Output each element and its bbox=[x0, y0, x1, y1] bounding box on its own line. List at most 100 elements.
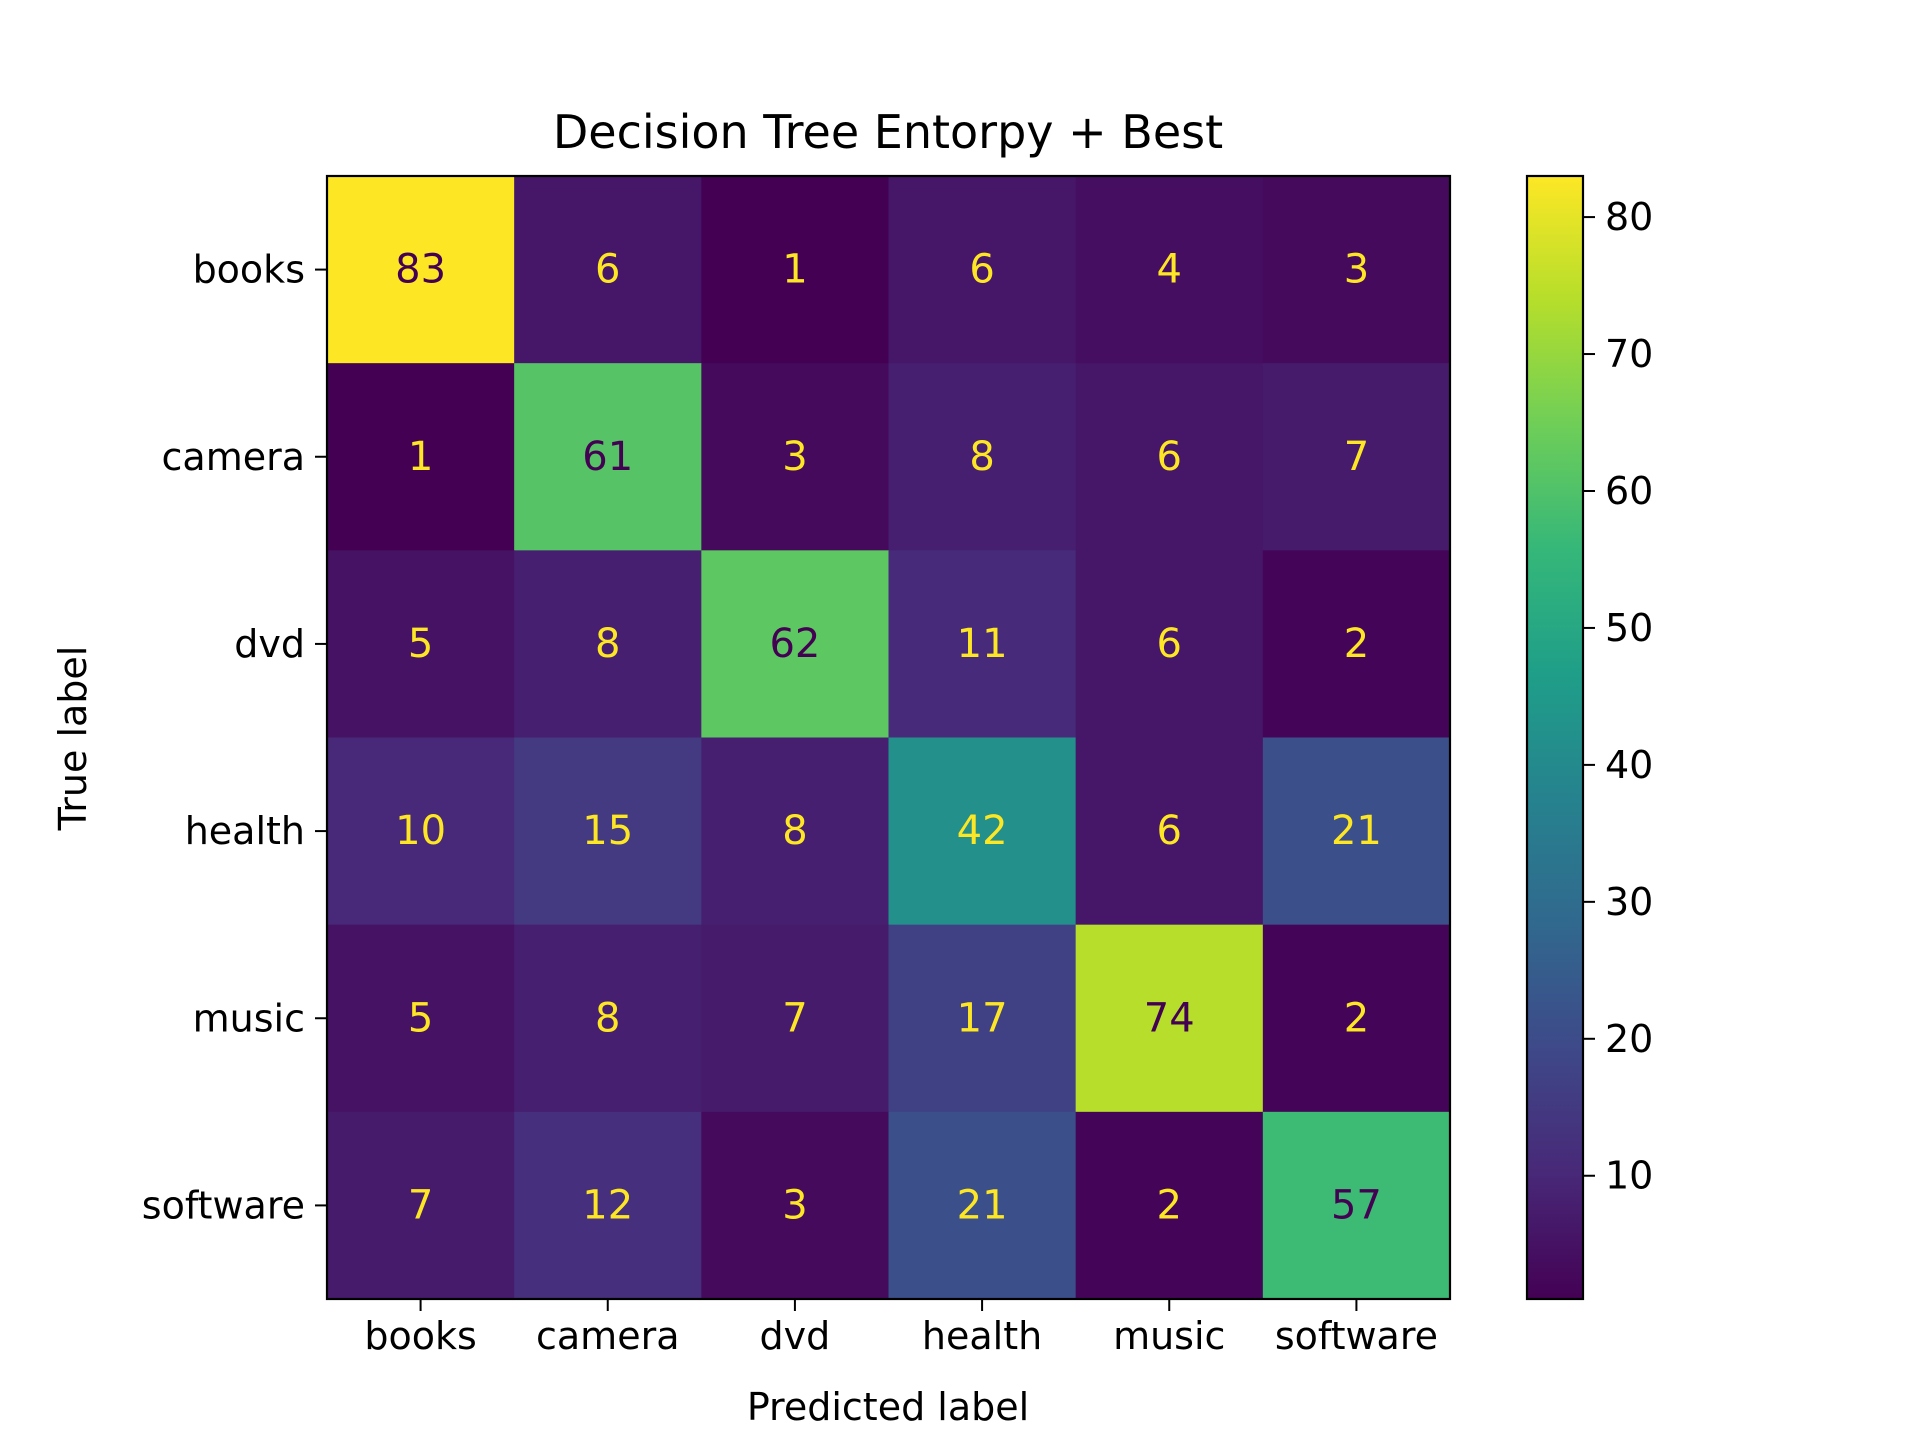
x-axis-ticks: books camera dvd health music software bbox=[364, 1299, 1438, 1358]
heatmap-cell bbox=[327, 176, 515, 364]
y-tick-label: music bbox=[193, 996, 305, 1040]
heatmap-cell bbox=[514, 1111, 702, 1300]
cell-value-label: 6 bbox=[1157, 808, 1182, 854]
colorbar-gradient bbox=[1527, 176, 1583, 1299]
heatmap-cell bbox=[1075, 550, 1264, 738]
cell-value-label: 3 bbox=[782, 1182, 807, 1228]
heatmap-cell bbox=[888, 1111, 1077, 1300]
chart-title: Decision Tree Entorpy + Best bbox=[553, 105, 1223, 159]
cell-value-label: 1 bbox=[782, 247, 807, 293]
heatmap-cell bbox=[701, 176, 889, 364]
heatmap-cell bbox=[888, 737, 1077, 926]
heatmap-cell-labels: 83 6 1 6 4 31 61 3 8 6 75 8 62 11 6 210 15 8 42 6 215 8 7 17 74 2… bbox=[395, 247, 1382, 1229]
colorbar-frame bbox=[1525, 174, 1585, 1301]
heatmap-cell bbox=[701, 737, 889, 926]
cell-value-label: 21 bbox=[1331, 808, 1382, 854]
heatmap-cell bbox=[1262, 924, 1451, 1113]
cell-value-label: 61 bbox=[582, 434, 633, 480]
colorbar-tick-label: 70 bbox=[1605, 332, 1653, 376]
cell-value-label: 5 bbox=[408, 995, 433, 1041]
cell-value-label: 4 bbox=[1157, 247, 1182, 293]
heatmap-cell bbox=[888, 176, 1077, 364]
cell-value-label: 8 bbox=[595, 621, 620, 667]
heatmap-cell bbox=[888, 550, 1077, 738]
cell-value-label: 83 bbox=[395, 247, 446, 293]
colorbar: 10 20 30 40 50 60 70 80 bbox=[1525, 174, 1653, 1301]
colorbar-tick-label: 60 bbox=[1605, 469, 1653, 513]
y-tick-label: health bbox=[185, 809, 305, 853]
cell-value-label: 6 bbox=[1157, 434, 1182, 480]
heatmap-cell bbox=[1075, 924, 1264, 1113]
y-tick-label: software bbox=[142, 1183, 305, 1227]
heatmap-cell bbox=[1262, 550, 1451, 738]
cell-value-label: 21 bbox=[957, 1182, 1008, 1228]
colorbar-tick-label: 20 bbox=[1605, 1017, 1653, 1061]
heatmap-cell bbox=[888, 924, 1077, 1113]
heatmap-cell bbox=[1262, 363, 1451, 551]
heatmap-cell bbox=[514, 924, 702, 1113]
cell-value-label: 74 bbox=[1144, 995, 1195, 1041]
heatmap-cell bbox=[1262, 1111, 1451, 1300]
x-tick-label: music bbox=[1113, 1314, 1225, 1358]
heatmap-cell bbox=[1075, 363, 1264, 551]
cell-value-label: 6 bbox=[1157, 621, 1182, 667]
heatmap-cell bbox=[327, 924, 515, 1113]
colorbar-tick-label: 50 bbox=[1605, 606, 1653, 650]
cell-value-label: 8 bbox=[969, 434, 994, 480]
heatmap-cell bbox=[1075, 176, 1264, 364]
heatmap-cell bbox=[1262, 737, 1451, 926]
cell-value-label: 11 bbox=[957, 621, 1008, 667]
cell-value-label: 17 bbox=[957, 995, 1008, 1041]
cell-value-label: 6 bbox=[595, 247, 620, 293]
heatmap-cell bbox=[514, 737, 702, 926]
cell-value-label: 57 bbox=[1331, 1182, 1382, 1228]
cell-value-label: 2 bbox=[1157, 1182, 1182, 1228]
heatmap-cell bbox=[888, 363, 1077, 551]
heatmap-cells bbox=[327, 176, 1451, 1300]
heatmap-cell bbox=[327, 550, 515, 738]
colorbar-tick-label: 10 bbox=[1605, 1154, 1653, 1198]
cell-value-label: 6 bbox=[969, 247, 994, 293]
cell-value-label: 7 bbox=[408, 1182, 433, 1228]
y-tick-label: camera bbox=[162, 435, 305, 479]
colorbar-tick-label: 80 bbox=[1605, 195, 1653, 239]
heatmap-cell bbox=[514, 176, 702, 364]
x-tick-label: dvd bbox=[760, 1314, 831, 1358]
heatmap-cell bbox=[327, 1111, 515, 1300]
y-axis-ticks: books camera dvd health music software bbox=[142, 248, 327, 1227]
x-tick-label: software bbox=[1275, 1314, 1438, 1358]
cell-value-label: 8 bbox=[595, 995, 620, 1041]
cell-value-label: 7 bbox=[1344, 434, 1369, 480]
cell-value-label: 15 bbox=[582, 808, 633, 854]
heatmap-cell bbox=[1262, 176, 1451, 364]
y-tick-label: books bbox=[193, 248, 305, 292]
colorbar-tick-label: 30 bbox=[1605, 880, 1653, 924]
colorbar-tick-label: 40 bbox=[1605, 743, 1653, 787]
x-tick-label: health bbox=[922, 1314, 1042, 1358]
heatmap-cell bbox=[1075, 1111, 1264, 1300]
y-axis-label: True label bbox=[51, 646, 95, 832]
cell-value-label: 2 bbox=[1344, 621, 1369, 667]
x-tick-label: camera bbox=[536, 1314, 679, 1358]
cell-value-label: 5 bbox=[408, 621, 433, 667]
plot-frame bbox=[325, 174, 1452, 1301]
cell-value-label: 12 bbox=[582, 1182, 633, 1228]
cell-value-label: 3 bbox=[782, 434, 807, 480]
heatmap-cell bbox=[514, 550, 702, 738]
cell-value-label: 3 bbox=[1344, 247, 1369, 293]
heatmap-cell bbox=[514, 363, 702, 551]
x-tick-label: books bbox=[364, 1314, 476, 1358]
heatmap-cell bbox=[701, 924, 889, 1113]
heatmap-cell bbox=[1075, 737, 1264, 926]
cell-value-label: 42 bbox=[957, 808, 1008, 854]
heatmap-cell bbox=[701, 1111, 889, 1300]
heatmap-cell bbox=[327, 737, 515, 926]
y-tick-label: dvd bbox=[234, 622, 305, 666]
x-axis-label: Predicted label bbox=[747, 1385, 1029, 1429]
heatmap-cell bbox=[701, 363, 889, 551]
cell-value-label: 1 bbox=[408, 434, 433, 480]
heatmap-cell bbox=[701, 550, 889, 738]
cell-value-label: 7 bbox=[782, 995, 807, 1041]
heatmap-cell bbox=[327, 363, 515, 551]
